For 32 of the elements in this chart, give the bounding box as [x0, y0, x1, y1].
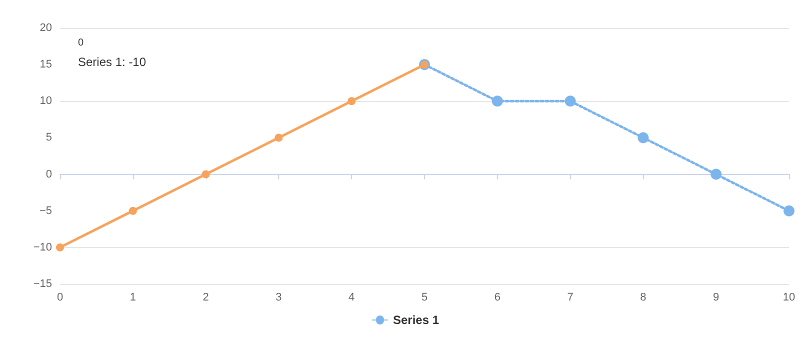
annotation: Series 1: -10: [78, 55, 146, 69]
x-tick-label: 3: [276, 292, 282, 304]
y-tick-label: 0: [46, 168, 52, 180]
point: [348, 97, 356, 106]
point: [564, 96, 576, 107]
y-tick-label: 15: [40, 58, 52, 71]
x-tick-label: 0: [56, 292, 64, 304]
x-tick-label: 2: [202, 292, 209, 304]
y-tick-label: −10: [33, 241, 52, 254]
point: [202, 170, 210, 178]
legend-label: Series 1: [392, 313, 440, 327]
x-tick-label: 8: [640, 292, 646, 304]
y-tick-label: 10: [40, 95, 52, 108]
x-tick-label: 7: [567, 292, 574, 304]
point: [492, 96, 503, 107]
x-tick-label: 10: [782, 292, 796, 304]
annotation: 0: [78, 38, 84, 48]
x-tick-label: 5: [421, 292, 428, 304]
x-tick-label: 4: [348, 292, 355, 304]
y-tick-label: 20: [40, 22, 52, 34]
y-tick-label: −5: [39, 204, 52, 217]
point: [128, 206, 137, 215]
x-tick-label: 1: [130, 292, 136, 304]
point: [274, 134, 283, 142]
point: [638, 132, 649, 144]
point: [56, 243, 64, 252]
y-tick-label: −15: [33, 278, 52, 290]
point: [710, 168, 722, 180]
point: [784, 205, 794, 216]
x-tick-label: 9: [713, 292, 720, 304]
x-tick-label: 6: [494, 292, 500, 304]
y-tick-label: 5: [46, 132, 52, 144]
